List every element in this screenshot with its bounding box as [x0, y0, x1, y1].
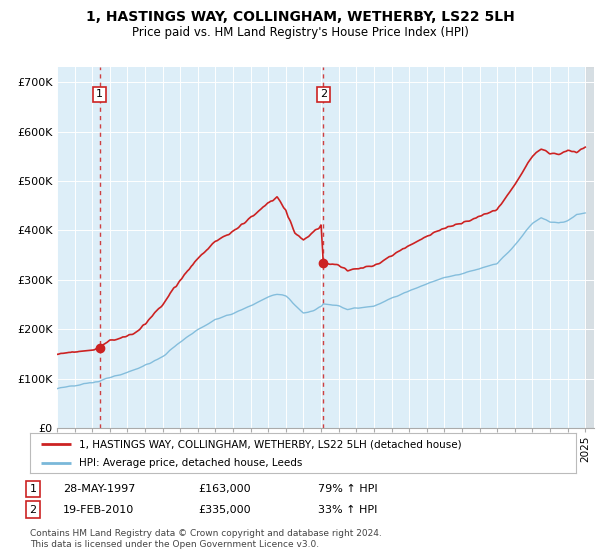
Text: 1: 1	[96, 89, 103, 99]
Text: 1, HASTINGS WAY, COLLINGHAM, WETHERBY, LS22 5LH: 1, HASTINGS WAY, COLLINGHAM, WETHERBY, L…	[86, 10, 514, 24]
Text: £163,000: £163,000	[198, 484, 251, 494]
Text: 2: 2	[29, 505, 37, 515]
Text: Price paid vs. HM Land Registry's House Price Index (HPI): Price paid vs. HM Land Registry's House …	[131, 26, 469, 39]
Text: 79% ↑ HPI: 79% ↑ HPI	[318, 484, 377, 494]
Text: 1, HASTINGS WAY, COLLINGHAM, WETHERBY, LS22 5LH (detached house): 1, HASTINGS WAY, COLLINGHAM, WETHERBY, L…	[79, 439, 462, 449]
Text: £335,000: £335,000	[198, 505, 251, 515]
Text: 28-MAY-1997: 28-MAY-1997	[63, 484, 136, 494]
Text: 2: 2	[320, 89, 327, 99]
Text: HPI: Average price, detached house, Leeds: HPI: Average price, detached house, Leed…	[79, 458, 302, 468]
Text: 19-FEB-2010: 19-FEB-2010	[63, 505, 134, 515]
Text: 1: 1	[29, 484, 37, 494]
Text: 33% ↑ HPI: 33% ↑ HPI	[318, 505, 377, 515]
Text: Contains HM Land Registry data © Crown copyright and database right 2024.
This d: Contains HM Land Registry data © Crown c…	[30, 529, 382, 549]
Bar	[585, 67, 600, 428]
